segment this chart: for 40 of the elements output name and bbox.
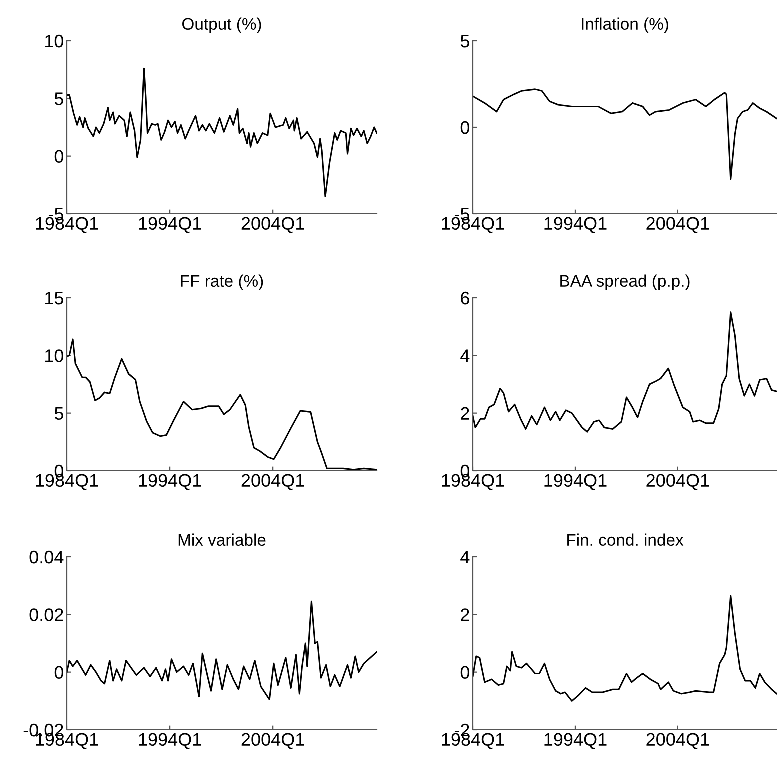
line-series [473, 88, 777, 180]
y-tick-label: 4 [460, 350, 470, 362]
y-tick-label: 0.04 [30, 550, 64, 564]
chart-title: Output (%) [182, 18, 262, 34]
x-tick-label: 1994Q1 [544, 474, 607, 490]
line-series [473, 312, 777, 433]
x-tick-label: 2004Q1 [646, 733, 710, 750]
x-tick-label: 1994Q1 [139, 217, 202, 234]
y-tick-label: 4 [460, 551, 470, 564]
y-tick-label: 0 [54, 666, 64, 680]
x-tick-label: 1994Q1 [544, 217, 607, 234]
y-tick-label: 5 [460, 35, 470, 48]
y-tick-label: 5 [54, 92, 64, 106]
y-tick-label: 15 [46, 292, 64, 305]
x-tick-label: 2004Q1 [242, 733, 304, 750]
line-series [67, 68, 377, 198]
chart-title: Mix variable [178, 534, 266, 546]
y-tick-label: 10 [46, 34, 64, 48]
line-series [473, 595, 777, 702]
line-series [67, 600, 377, 700]
y-tick-label: 6 [461, 292, 470, 305]
chart-title: FF rate (%) [181, 274, 264, 290]
chart-title: BAA spread (p.p.) [560, 274, 690, 290]
y-tick-label: 2 [461, 608, 470, 622]
y-tick-label: 5 [54, 407, 64, 420]
x-tick-label: 2004Q1 [242, 474, 304, 490]
chart-title: Inflation (%) [582, 18, 668, 34]
x-tick-label: 2004Q1 [646, 474, 710, 490]
x-tick-label: 1994Q1 [139, 733, 202, 750]
chart-title: Fin. cond. index [568, 534, 684, 546]
x-tick-label: 2004Q1 [242, 217, 304, 234]
y-tick-label: 0 [460, 121, 470, 134]
y-tick-label: 0 [460, 666, 470, 680]
y-tick-label: 0.02 [30, 608, 64, 622]
y-tick-label: 10 [46, 350, 64, 362]
y-tick-label: 2 [461, 407, 470, 420]
y-tick-label: 0 [54, 150, 64, 164]
x-tick-label: 1994Q1 [139, 474, 202, 490]
x-tick-label: 2004Q1 [646, 217, 710, 234]
x-tick-label: 1994Q1 [544, 733, 607, 750]
